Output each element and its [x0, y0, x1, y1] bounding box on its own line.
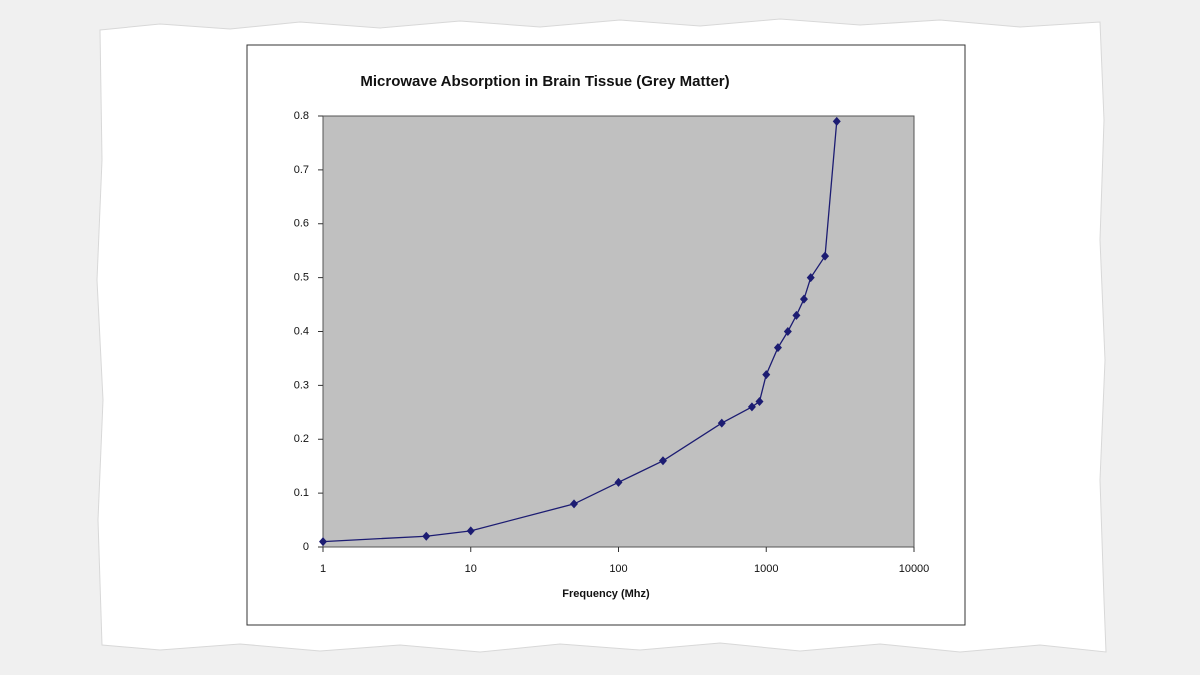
data-point — [762, 370, 771, 380]
data-point — [821, 251, 830, 261]
data-point — [717, 418, 726, 428]
data-point — [747, 402, 756, 412]
data-point — [773, 343, 782, 353]
data-point — [832, 116, 841, 126]
x-tick-label: 10000 — [899, 563, 930, 575]
y-tick-label: 0.2 — [294, 433, 309, 445]
y-tick-label: 0.5 — [294, 272, 309, 284]
y-tick-label: 0.3 — [294, 379, 309, 391]
x-tick-label: 10 — [465, 563, 477, 575]
data-point — [806, 273, 815, 283]
data-point — [783, 327, 792, 336]
y-tick-label: 0.8 — [294, 110, 309, 122]
data-point — [658, 456, 667, 466]
data-point — [614, 477, 623, 487]
data-point — [792, 310, 801, 320]
y-tick-label: 0.1 — [294, 487, 309, 499]
data-point — [319, 537, 327, 547]
y-tick-label: 0.7 — [294, 164, 309, 176]
data-point — [466, 526, 475, 536]
x-tick-label: 100 — [609, 563, 627, 575]
data-point — [422, 531, 431, 541]
plot-area — [322, 115, 915, 548]
x-tick-label: 1000 — [754, 563, 778, 575]
chart-title: Microwave Absorption in Brain Tissue (Gr… — [360, 73, 729, 90]
data-point — [755, 397, 764, 407]
y-tick-label: 0.4 — [294, 325, 309, 337]
data-point — [799, 294, 808, 304]
data-point — [570, 499, 579, 509]
x-axis-label: Frequency (Mhz) — [562, 588, 650, 600]
y-tick-label: 0 — [303, 541, 309, 553]
y-tick-label: 0.6 — [294, 218, 309, 230]
x-tick-label: 1 — [320, 563, 326, 575]
